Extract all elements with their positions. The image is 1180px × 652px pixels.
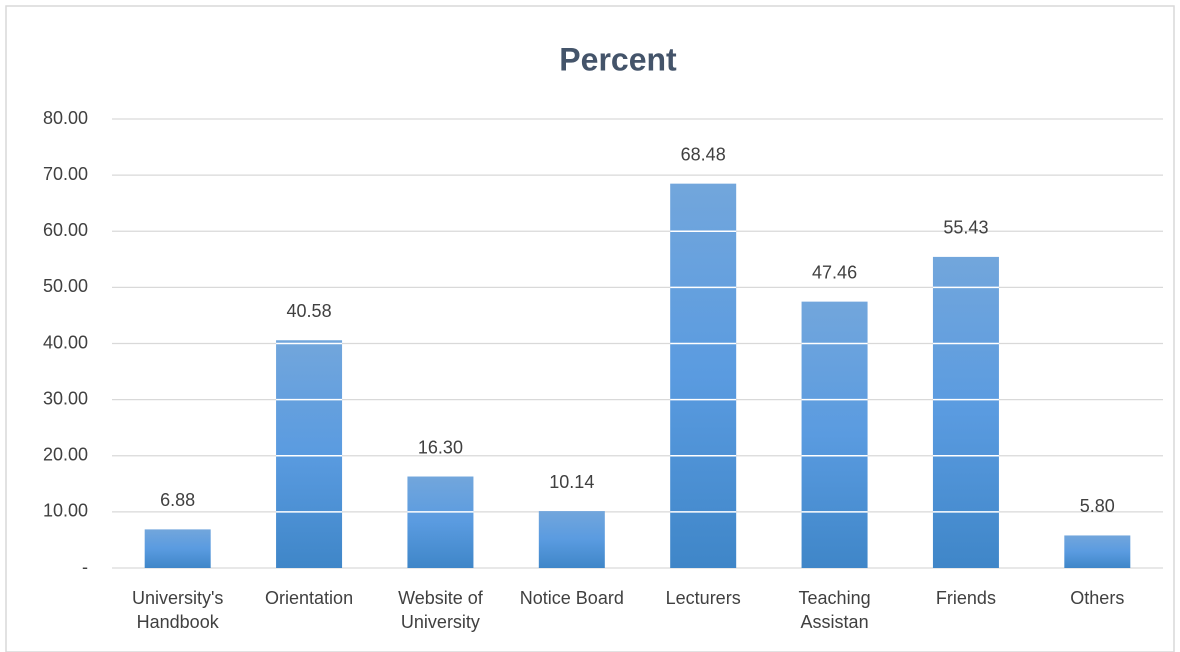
y-tick-label: - (82, 557, 88, 577)
bar (932, 256, 999, 568)
bar (670, 183, 737, 568)
y-tick-label: 60.00 (43, 220, 88, 240)
bar (1064, 535, 1131, 568)
data-label: 16.30 (418, 437, 463, 457)
x-tick-label: Others (1070, 588, 1125, 608)
grid-overlay (276, 230, 999, 513)
bar (144, 529, 211, 568)
data-label: 6.88 (160, 490, 195, 510)
x-tick-label: University's Handbook (131, 588, 224, 632)
data-label: 10.14 (549, 472, 594, 492)
x-tick-label: Notice Board (519, 588, 624, 608)
y-tick-label: 30.00 (43, 388, 88, 408)
bar (276, 340, 343, 568)
x-tick-label: Friends (935, 588, 996, 608)
data-label: 68.48 (681, 144, 726, 164)
x-tick-label: Website of University (398, 588, 483, 632)
data-label: 40.58 (287, 301, 332, 321)
x-tick-label: Orientation (265, 588, 354, 608)
y-tick-label: 50.00 (43, 276, 88, 296)
bar (801, 301, 868, 568)
y-tick-label: 20.00 (43, 445, 88, 465)
data-label: 5.80 (1080, 496, 1115, 516)
y-tick-label: 80.00 (43, 108, 88, 128)
y-tick-label: 70.00 (43, 164, 88, 184)
bar (538, 511, 605, 568)
x-tick-label: Lecturers (665, 588, 741, 608)
x-tick-label: Teaching Assistan (798, 588, 871, 632)
data-label: 47.46 (812, 262, 857, 282)
y-tick-label: 10.00 (43, 501, 88, 521)
chart-title: Percent (559, 41, 677, 77)
bar (407, 476, 474, 568)
y-tick-label: 40.00 (43, 332, 88, 352)
data-label: 55.43 (943, 218, 988, 238)
